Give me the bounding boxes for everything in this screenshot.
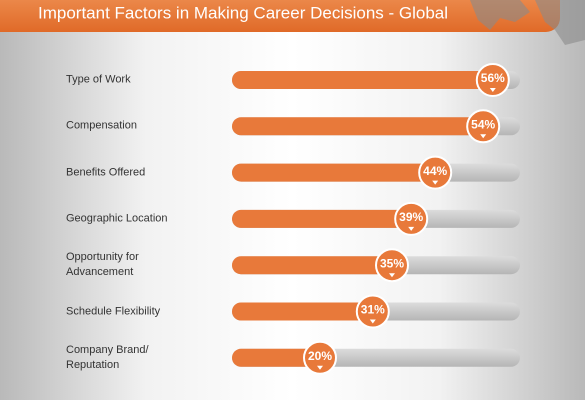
value-badge — [303, 340, 337, 375]
category-label: Geographic Location — [66, 212, 168, 225]
value-label: 35% — [380, 256, 404, 270]
badge-pointer — [489, 88, 496, 92]
bar — [232, 256, 400, 275]
value-badge — [466, 109, 501, 144]
category-label: Opportunity for Advancement — [66, 251, 139, 279]
bar — [232, 163, 444, 182]
badge-pointer — [389, 273, 395, 278]
value-label: 31% — [361, 303, 385, 317]
value-label: 39% — [399, 210, 423, 224]
title-banner — [0, 0, 560, 32]
badge-pointer — [317, 365, 323, 370]
value-badge — [375, 248, 409, 283]
category-label: Type of Work — [66, 73, 131, 86]
map-decoration — [470, 0, 585, 45]
value-badge — [394, 201, 429, 236]
value-label: 44% — [423, 164, 447, 178]
badge-pointer — [369, 319, 376, 324]
bar — [232, 117, 492, 136]
category-label: Benefits Offered — [66, 166, 146, 179]
value-badge — [418, 155, 453, 190]
value-label: 20% — [308, 349, 332, 363]
value-badge — [475, 63, 510, 97]
badge-pointer — [408, 226, 415, 231]
value-label: 54% — [471, 117, 495, 131]
badge-pointer — [432, 180, 439, 185]
category-label: Compensation — [66, 119, 137, 132]
bar — [232, 71, 501, 89]
bar — [232, 209, 420, 228]
category-label: Schedule Flexibility — [66, 305, 161, 317]
value-badge — [355, 294, 390, 329]
badge-pointer — [480, 134, 487, 139]
category-label: Company Brand/ Reputation — [66, 343, 149, 371]
chart-title: Important Factors in Making Career Decis… — [38, 3, 448, 22]
bar — [232, 302, 381, 321]
value-label: 56% — [481, 71, 505, 85]
